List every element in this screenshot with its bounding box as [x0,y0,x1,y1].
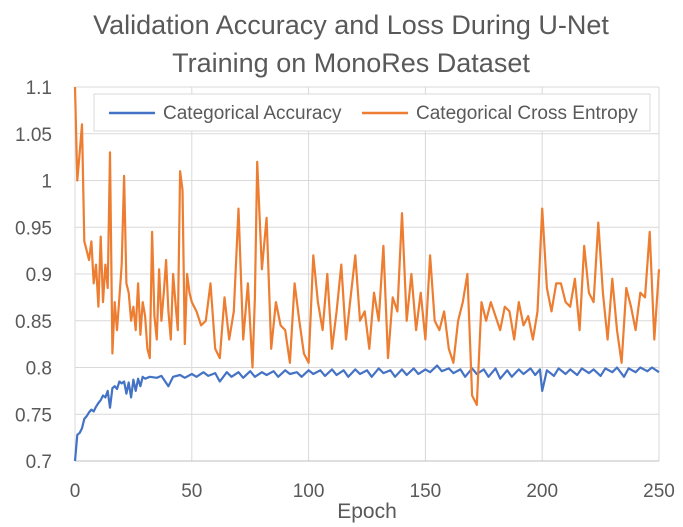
y-tick-label: 0.75 [15,405,52,426]
x-tick-label: 250 [643,481,675,502]
x-tick-label: 100 [293,481,325,502]
y-tick-label: 0.7 [26,452,52,473]
x-tick-label: 200 [526,481,558,502]
y-tick-label: 0.85 [15,312,52,333]
x-tick-label: 150 [410,481,442,502]
chart-title-line-1: Validation Accuracy and Loss During U-Ne… [93,10,609,40]
grid [74,86,660,462]
x-tick-label: 0 [70,481,81,502]
y-tick-label: 0.8 [26,359,52,380]
y-tick-label: 1 [41,172,52,193]
legend-label-accuracy: Categorical Accuracy [163,103,342,124]
y-tick-label: 1.1 [26,78,52,99]
y-tick-label: 0.95 [15,218,52,239]
y-axis: 0.7 0.75 0.8 0.85 0.9 0.95 1 1.05 1.1 [15,78,52,473]
series-line-categorical-cross-entropy [73,86,661,406]
x-axis-label: Epoch [337,500,397,523]
x-axis: 0 50 100 150 200 250 [70,460,675,502]
x-tick-label: 50 [181,481,202,502]
y-tick-label: 0.9 [26,265,52,286]
legend: Categorical Accuracy Categorical Cross E… [93,93,651,132]
series-line-categorical-accuracy [73,364,660,462]
y-tick-label: 1.05 [15,125,52,146]
series-lines [73,86,661,462]
legend-label-cross-entropy: Categorical Cross Entropy [416,103,638,124]
chart-title-line-2: Training on MonoRes Dataset [172,48,530,78]
